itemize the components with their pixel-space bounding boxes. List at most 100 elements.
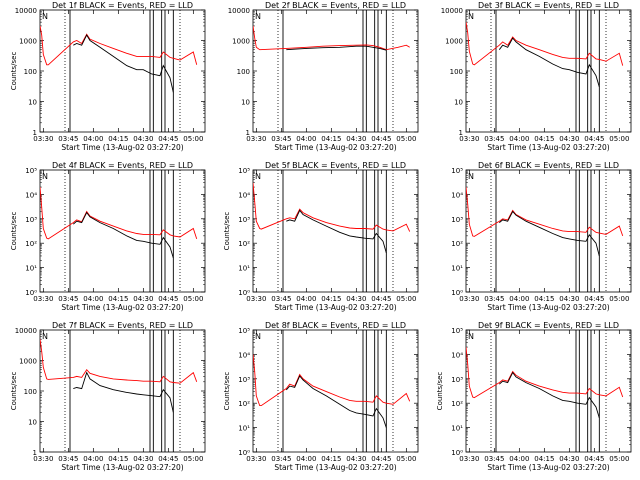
events-series-line xyxy=(285,375,387,428)
chart-title: Det 9f BLACK = Events, RED = LLD xyxy=(478,321,619,330)
x-tick-label: 04:00 xyxy=(509,295,529,303)
y-tick-label: 10² xyxy=(238,240,250,248)
y-tick-label: 1000 xyxy=(19,358,37,366)
chart-title: Det 1f BLACK = Events, RED = LLD xyxy=(52,1,193,10)
events-series-line xyxy=(73,211,174,259)
y-tick-label: 1 xyxy=(33,129,37,137)
x-tick-label: 03:30 xyxy=(33,295,53,303)
x-tick-label: 04:30 xyxy=(133,295,153,303)
chart-title: Det 8f BLACK = Events, RED = LLD xyxy=(265,321,406,330)
lld-series-line xyxy=(253,182,411,232)
y-tick-label: 10⁵ xyxy=(451,327,463,335)
corner-label: N xyxy=(255,332,261,341)
x-tick-label: 04:30 xyxy=(559,135,579,143)
y-tick-label: 10³ xyxy=(238,376,250,384)
time-markers xyxy=(277,330,394,452)
y-tick-label: 10³ xyxy=(25,216,37,224)
events-series-line xyxy=(286,45,387,51)
y-tick-label: 10⁴ xyxy=(238,191,250,199)
chart-panel: Det 2f BLACK = Events, RED = LLD 1 10 100 10… xyxy=(228,1,419,152)
x-tick-label: 03:45 xyxy=(271,135,291,143)
y-tick-label: 1 xyxy=(459,129,463,137)
x-axis-label: Start Time (13-Aug-02 03:27:20) xyxy=(274,463,396,472)
x-tick-label: 03:30 xyxy=(246,135,266,143)
events-series-line xyxy=(73,34,174,93)
x-tick-label: 04:45 xyxy=(158,455,178,463)
y-tick-label: 10⁴ xyxy=(238,351,250,359)
y-axis-label: Counts/sec xyxy=(223,212,231,251)
y-tick-label: 10 xyxy=(454,99,463,107)
y-tick-label: 10000 xyxy=(228,7,250,15)
y-tick-label: 10 xyxy=(28,419,37,427)
x-tick-label: 05:00 xyxy=(609,455,629,463)
y-tick-label: 10² xyxy=(451,240,463,248)
chart-panel: Det 7f BLACK = Events, RED = LLD 1 10 100 10… xyxy=(10,321,206,472)
series-group xyxy=(466,187,624,257)
x-tick-label: 04:45 xyxy=(158,295,178,303)
x-tick-label: 04:30 xyxy=(559,295,579,303)
series-group xyxy=(40,187,198,259)
y-tick-label: 10⁴ xyxy=(25,191,37,199)
lld-series-line xyxy=(40,339,198,384)
x-tick-label: 04:15 xyxy=(108,295,128,303)
y-tick-label: 10¹ xyxy=(451,425,463,433)
y-tick-label: 100 xyxy=(24,388,37,396)
chart-panel: Det 9f BLACK = Events, RED = LLD 10⁰ 10¹ 10… xyxy=(436,321,632,472)
x-axis-label: Start Time (13-Aug-02 03:27:20) xyxy=(274,143,396,152)
x-tick-label: 04:00 xyxy=(83,295,103,303)
series-group xyxy=(40,339,198,413)
corner-label: N xyxy=(42,12,48,21)
x-tick-label: 04:45 xyxy=(584,135,604,143)
x-tick-label: 04:45 xyxy=(371,295,391,303)
chart-panel: Det 3f BLACK = Events, RED = LLD 1 10 100 10… xyxy=(441,1,632,152)
y-tick-label: 10² xyxy=(25,240,37,248)
plot-frame xyxy=(465,169,632,293)
y-tick-label: 1000 xyxy=(19,38,37,46)
lld-series-line xyxy=(253,354,411,407)
x-tick-label: 05:00 xyxy=(396,295,416,303)
series-group xyxy=(466,347,624,419)
series-group xyxy=(40,25,198,93)
corner-label: N xyxy=(468,12,474,21)
time-markers xyxy=(490,170,607,292)
y-tick-label: 100 xyxy=(24,68,37,76)
x-tick-label: 04:00 xyxy=(296,135,316,143)
time-markers xyxy=(277,10,394,132)
chart-panel: Det 5f BLACK = Events, RED = LLD 10⁰ 10¹ 10… xyxy=(223,161,419,312)
lld-series-line xyxy=(253,25,410,51)
y-tick-label: 10000 xyxy=(15,7,37,15)
x-axis-label: Start Time (13-Aug-02 03:27:20) xyxy=(487,463,609,472)
x-tick-label: 05:00 xyxy=(396,455,416,463)
y-tick-label: 10² xyxy=(238,400,250,408)
y-tick-label: 10000 xyxy=(441,7,463,15)
x-tick-label: 05:00 xyxy=(183,295,203,303)
x-tick-label: 04:45 xyxy=(584,295,604,303)
y-tick-label: 10⁰ xyxy=(451,289,463,297)
x-tick-label: 04:15 xyxy=(534,135,554,143)
y-tick-label: 10⁴ xyxy=(451,191,463,199)
x-tick-label: 04:30 xyxy=(133,455,153,463)
lld-series-line xyxy=(466,22,624,66)
y-axis-label: Counts/sec xyxy=(10,52,18,91)
x-tick-label: 05:00 xyxy=(609,135,629,143)
x-tick-label: 03:45 xyxy=(58,295,78,303)
lld-series-line xyxy=(40,25,198,66)
chart-panel: Det 4f BLACK = Events, RED = LLD 10⁰ 10¹ 10… xyxy=(10,161,206,312)
chart-panel: Det 1f BLACK = Events, RED = LLD 1 10 100 10… xyxy=(10,1,206,152)
events-series-line xyxy=(286,209,387,254)
y-tick-label: 100 xyxy=(450,68,463,76)
x-tick-label: 04:30 xyxy=(346,455,366,463)
x-axis-label: Start Time (13-Aug-02 03:27:20) xyxy=(487,303,609,312)
x-tick-label: 04:00 xyxy=(83,135,103,143)
y-tick-label: 10⁰ xyxy=(25,289,37,297)
x-tick-label: 04:00 xyxy=(296,455,316,463)
chart-title: Det 5f BLACK = Events, RED = LLD xyxy=(265,161,406,170)
plot-frame xyxy=(252,169,419,293)
chart-panel: Det 6f BLACK = Events, RED = LLD 10⁰ 10¹ 10… xyxy=(451,161,632,312)
y-tick-label: 10⁰ xyxy=(238,449,250,457)
x-tick-label: 03:30 xyxy=(246,455,266,463)
x-tick-label: 04:45 xyxy=(158,135,178,143)
lld-series-line xyxy=(40,187,198,240)
x-tick-label: 04:00 xyxy=(83,455,103,463)
